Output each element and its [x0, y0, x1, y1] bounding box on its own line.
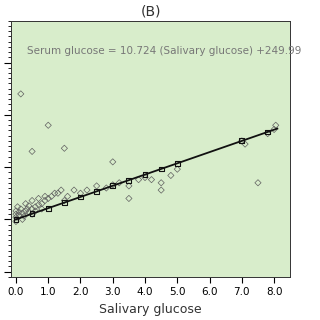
Point: [55, 191, 60, 196]
Point: [175, 167, 180, 172]
Point: [272, 127, 277, 132]
Point: [29, 211, 35, 216]
Point: [59, 188, 64, 193]
Point: [46, 196, 51, 201]
Point: [46, 123, 51, 128]
Point: [71, 188, 76, 193]
Point: [168, 173, 173, 178]
Point: [62, 198, 67, 203]
Point: [52, 191, 57, 196]
Point: [62, 200, 67, 205]
Point: [29, 212, 35, 217]
Point: [159, 166, 164, 172]
Point: [43, 194, 48, 199]
Point: [23, 201, 28, 206]
Point: [36, 196, 41, 201]
Point: [243, 141, 248, 147]
Point: [49, 194, 54, 199]
Point: [26, 210, 31, 215]
Point: [94, 183, 99, 188]
Point: [255, 180, 260, 185]
Point: [18, 91, 23, 96]
Point: [126, 178, 132, 183]
Point: [104, 185, 109, 190]
Point: [26, 203, 31, 208]
Point: [18, 206, 23, 212]
Point: [110, 183, 115, 188]
Point: [15, 204, 20, 209]
Point: [46, 205, 51, 211]
Point: [239, 138, 244, 143]
Point: [13, 217, 19, 222]
Point: [39, 201, 44, 206]
Point: [13, 212, 19, 217]
Point: [239, 138, 244, 143]
Point: [265, 129, 270, 134]
X-axis label: Salivary glucose: Salivary glucose: [100, 303, 202, 316]
Point: [273, 123, 278, 128]
Point: [110, 159, 115, 164]
Title: (B): (B): [140, 4, 161, 18]
Point: [159, 180, 164, 185]
Point: [117, 180, 122, 185]
Point: [84, 188, 90, 193]
Point: [142, 175, 148, 180]
Point: [13, 219, 19, 224]
Point: [78, 194, 83, 199]
Point: [20, 217, 25, 222]
Point: [17, 212, 22, 218]
Text: Serum glucose = 10.724 (Salivary glucose) +249.99: Serum glucose = 10.724 (Salivary glucose…: [28, 46, 302, 56]
Point: [110, 182, 115, 188]
Point: [33, 208, 38, 213]
Point: [43, 198, 48, 203]
Point: [29, 149, 35, 154]
Point: [126, 196, 132, 201]
Point: [149, 177, 154, 182]
Point: [62, 146, 67, 151]
Point: [36, 202, 41, 207]
Point: [21, 214, 27, 219]
Point: [29, 206, 35, 212]
Point: [65, 194, 70, 199]
Point: [126, 183, 132, 188]
Point: [20, 211, 25, 216]
Point: [94, 189, 99, 194]
Point: [78, 191, 83, 196]
Point: [136, 177, 141, 182]
Point: [25, 206, 30, 212]
Point: [159, 188, 164, 193]
Point: [23, 208, 28, 213]
Point: [39, 206, 44, 212]
Point: [33, 204, 38, 209]
Point: [13, 208, 19, 213]
Point: [13, 215, 19, 220]
Point: [142, 172, 148, 177]
Point: [265, 131, 270, 136]
Point: [175, 161, 180, 166]
Point: [29, 198, 35, 203]
Point: [17, 210, 22, 215]
